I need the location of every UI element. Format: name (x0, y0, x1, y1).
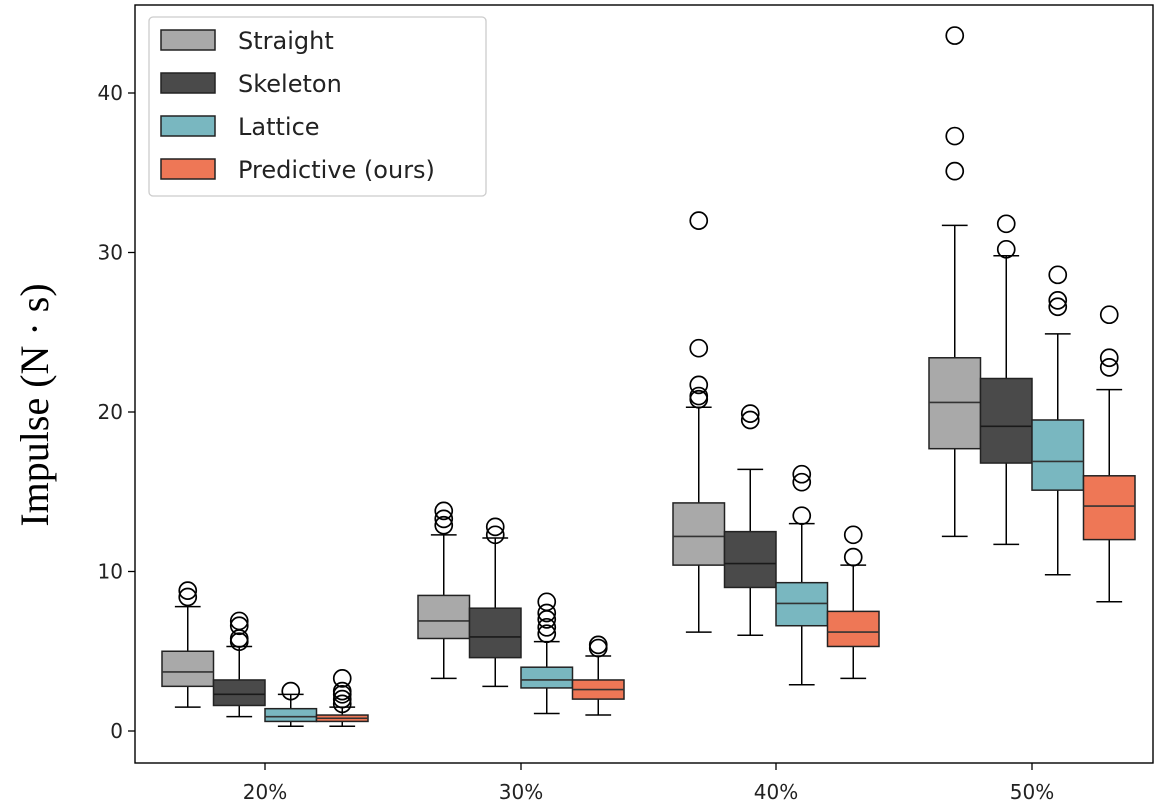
outlier-point (945, 161, 965, 181)
outlier-point (332, 689, 352, 709)
outlier-point (485, 517, 505, 537)
y-tick-label: 0 (110, 719, 123, 743)
legend-swatch (160, 72, 216, 94)
outlier-point (1048, 297, 1068, 317)
box (979, 377, 1033, 464)
outlier-point (1048, 291, 1068, 310)
series-predictive-ours (315, 305, 1136, 727)
outlier-point (1048, 265, 1068, 285)
outlier-point (792, 464, 812, 484)
y-ticks: 0 10 20 30 40 (98, 81, 135, 743)
outlier-point (843, 547, 863, 567)
outlier-point (792, 506, 812, 526)
y-tick-label: 20 (98, 400, 123, 424)
outlier-point (689, 386, 709, 406)
legend-swatch (160, 29, 216, 51)
outlier-point (537, 617, 557, 637)
box (212, 679, 266, 707)
box (672, 502, 726, 566)
outlier-point (996, 239, 1016, 259)
outlier-point (281, 681, 301, 701)
outlier-point (537, 624, 557, 644)
outlier-point (229, 616, 249, 636)
legend-label: Skeleton (238, 70, 342, 98)
outlier-point (537, 603, 557, 623)
legend-swatch (160, 158, 216, 180)
series-skeleton (212, 214, 1033, 718)
box (264, 707, 318, 723)
outlier-point (485, 525, 505, 545)
outlier-point (1099, 357, 1119, 377)
box (723, 530, 777, 589)
outlier-point (537, 592, 557, 612)
outlier-point (1099, 348, 1119, 368)
legend-label: Straight (238, 27, 334, 55)
y-axis-label: Impulse (N · s) (12, 283, 57, 526)
box (1082, 475, 1136, 541)
outlier-point (434, 509, 454, 529)
outlier-point (843, 525, 863, 545)
outlier-point (332, 694, 352, 714)
y-tick-label: 40 (98, 81, 123, 105)
box (417, 594, 471, 640)
series-lattice (264, 265, 1085, 727)
y-tick-label: 30 (98, 241, 123, 265)
box-groups (161, 26, 1136, 727)
outlier-point (178, 587, 198, 607)
y-tick-label: 10 (98, 560, 123, 584)
x-tick-label: 40% (754, 780, 798, 804)
box (468, 607, 522, 659)
outlier-point (434, 501, 454, 521)
outlier-point (434, 515, 454, 535)
outlier-point (689, 375, 709, 395)
outlier-point (1099, 305, 1119, 325)
x-ticks: 20% 30% 40% 50% (243, 763, 1054, 804)
outlier-point (332, 681, 352, 701)
legend: Straight Skeleton Lattice Predictive (ours) (148, 16, 487, 197)
outlier-point (332, 669, 352, 688)
outlier-point (945, 126, 965, 146)
outlier-point (689, 211, 709, 230)
box (161, 650, 215, 688)
legend-swatch (160, 115, 216, 137)
box (520, 666, 574, 689)
legend-label: Lattice (238, 113, 320, 141)
box (826, 610, 880, 648)
box (1031, 419, 1085, 491)
outlier-point (229, 611, 249, 631)
outlier-point (792, 472, 812, 492)
x-tick-label: 20% (243, 780, 287, 804)
outlier-point (588, 635, 608, 655)
outlier-point (740, 404, 760, 423)
outlier-point (740, 410, 760, 430)
outlier-point (945, 26, 965, 45)
x-tick-label: 50% (1010, 780, 1054, 804)
outlier-point (689, 338, 709, 358)
legend-label: Predictive (ours) (238, 156, 435, 184)
x-tick-label: 30% (499, 780, 543, 804)
plot-frame (134, 4, 1154, 764)
series-straight (161, 26, 982, 708)
outlier-point (996, 214, 1016, 234)
outlier-point (178, 581, 198, 600)
legend-frame (148, 16, 487, 197)
